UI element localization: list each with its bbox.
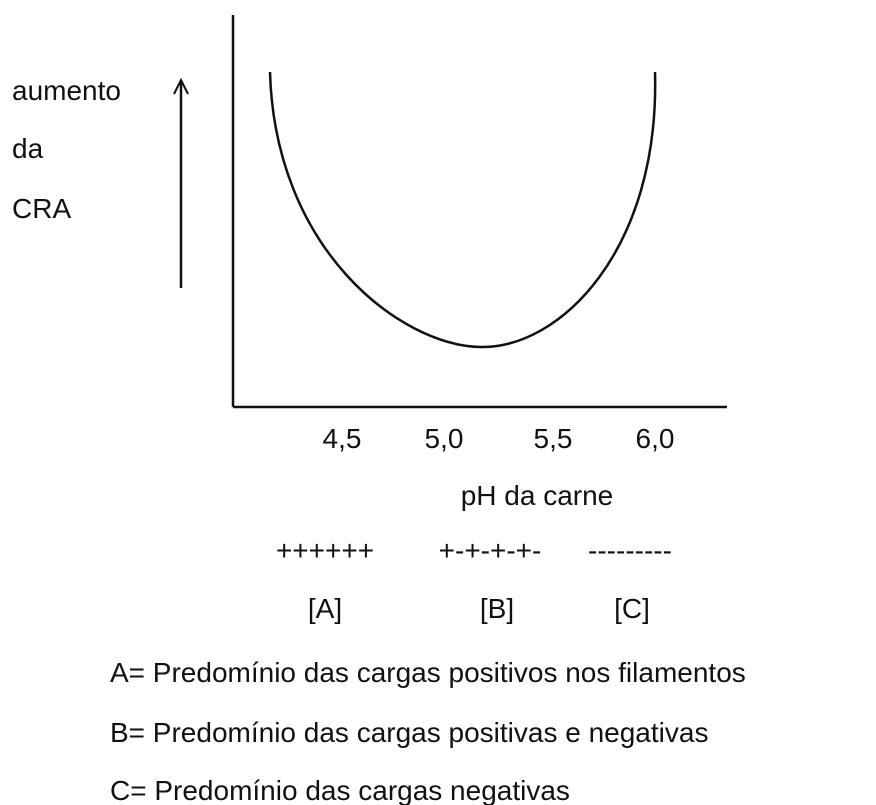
y-label: da (12, 133, 44, 164)
legend-item: C= Predomínio das cargas negativas (110, 775, 570, 805)
x-tick-label: 5,5 (534, 423, 573, 454)
charge-pattern: ++++++ (276, 535, 374, 566)
region-label: [A] (308, 593, 342, 624)
legend-item: A= Predomínio das cargas positivos nos f… (110, 657, 746, 688)
legend-item: B= Predomínio das cargas positivas e neg… (110, 717, 708, 748)
arrow-head (173, 77, 189, 95)
y-label: CRA (12, 193, 71, 224)
x-tick-label: 6,0 (636, 423, 675, 454)
cra-curve (268, 71, 657, 349)
charge-pattern: --------- (588, 535, 672, 566)
x-tick-label: 4,5 (323, 423, 362, 454)
region-label: [C] (614, 593, 650, 624)
x-tick-label: 5,0 (425, 423, 464, 454)
charge-pattern: +-+-+-+- (439, 535, 542, 566)
x-axis-label: pH da carne (461, 480, 614, 511)
y-label: aumento (12, 75, 121, 106)
region-label: [B] (480, 593, 514, 624)
